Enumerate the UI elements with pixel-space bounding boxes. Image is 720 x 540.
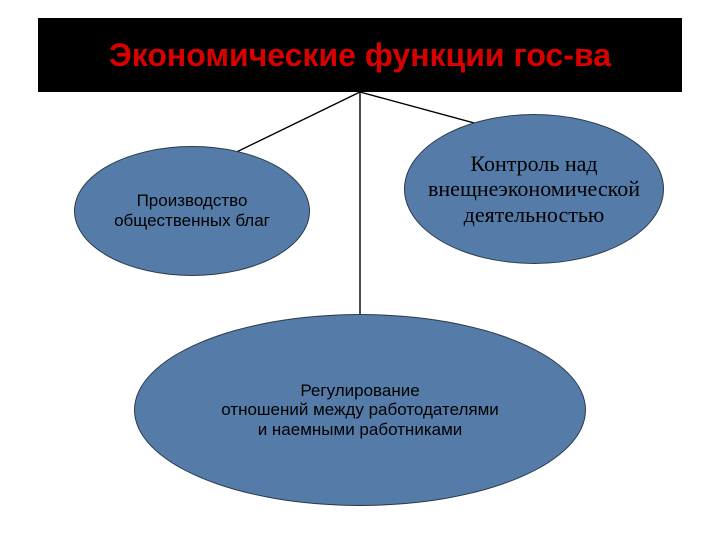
title-bar: Экономические функции гос-ва [38,18,682,92]
bubble-public-goods: Производство общественных благ [74,146,310,276]
diagram-stage: Экономические функции гос-ва Производств… [0,0,720,540]
title-text: Экономические функции гос-ва [109,37,611,74]
bubble-labor-relations: Регулирование отношений между работодате… [134,314,586,506]
bubble-label: Регулирование отношений между работодате… [139,381,581,440]
bubble-label: Производство общественных благ [79,191,305,230]
arrow [220,92,360,160]
bubble-foreign-economic: Контроль над внещнеэкономической деятель… [404,114,664,264]
bubble-label: Контроль над внещнеэкономической деятель… [409,151,659,227]
